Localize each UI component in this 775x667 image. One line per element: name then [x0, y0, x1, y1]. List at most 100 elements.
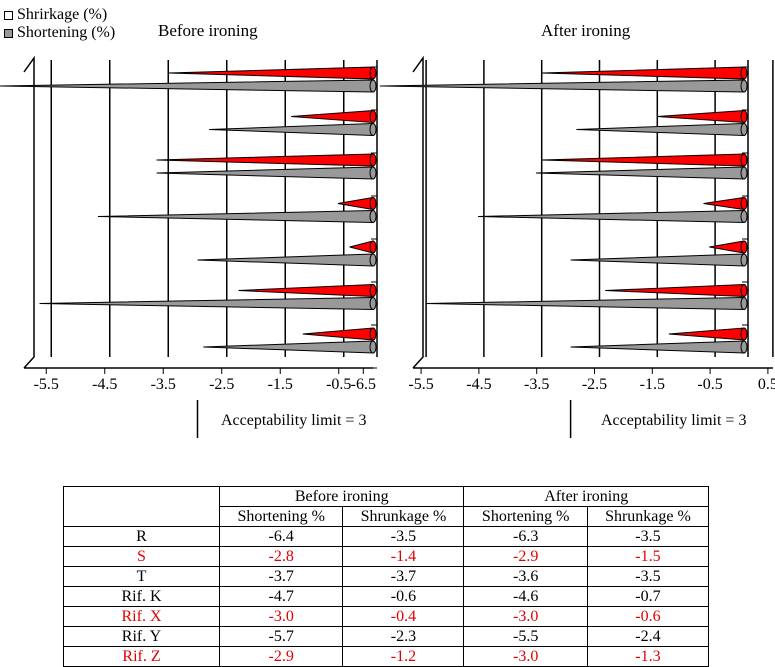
table-row-label: Rif. Z — [64, 647, 220, 667]
shrinkage-bar-after — [669, 328, 744, 340]
table-cell: -3.5 — [343, 527, 464, 547]
table-row-label: Rif. Y — [64, 627, 220, 647]
shortening-bar-cap-after — [741, 167, 747, 179]
shrinkage-bar-after — [657, 111, 744, 123]
table-cell: -2.4 — [587, 627, 708, 647]
shrinkage-bar-cap-after — [741, 241, 747, 253]
table-cell: -3.7 — [343, 567, 464, 587]
table-row: S-2.8-1.4-2.9-1.5 — [64, 547, 709, 567]
x-tick-label-after: -6.5 — [351, 376, 376, 393]
table-cell: -2.8 — [220, 547, 343, 567]
shortening-bar-before — [40, 298, 373, 310]
charts-canvas: -6.5-5.5-4.5-3.5-2.5-1.5-0.5-6.5-5.5-4.5… — [0, 0, 775, 480]
legend-label-shrinkage: Shrirkage (%) — [17, 6, 107, 24]
shrinkage-bar-cap-before — [370, 154, 376, 166]
table-group-before: Before ironing — [220, 487, 464, 507]
shrinkage-bar-after — [704, 198, 744, 210]
table-cell: -6.3 — [464, 527, 587, 547]
table-cell: -0.4 — [343, 607, 464, 627]
shrinkage-bar-after — [542, 67, 744, 79]
shortening-bar-cap-before — [370, 341, 376, 353]
shortening-bar-cap-before — [370, 167, 376, 179]
table-row: Rif. K-4.7-0.6-4.6-0.7 — [64, 587, 709, 607]
x-tick-label-after: -5.5 — [408, 376, 433, 393]
x-tick-label-after: -1.5 — [640, 376, 665, 393]
shortening-bar-before — [98, 211, 373, 223]
table-cell: -3.6 — [464, 567, 587, 587]
x-tick-label-after: 0.5 — [758, 376, 775, 393]
table-column-header: Shrunkage % — [587, 507, 708, 527]
shrinkage-bar-before — [303, 328, 373, 340]
shortening-bar-before — [157, 167, 373, 179]
table-cell: -2.9 — [464, 547, 587, 567]
shortening-bar-cap-after — [741, 341, 747, 353]
x-tick-label-before: -4.5 — [92, 376, 117, 393]
table-cell: -5.7 — [220, 627, 343, 647]
x-tick-label-after: -3.5 — [524, 376, 549, 393]
shrinkage-bar-before — [168, 67, 373, 79]
table-column-header: Shrunkage % — [343, 507, 464, 527]
table-group-after: After ironing — [464, 487, 709, 507]
table-cell: -0.6 — [343, 587, 464, 607]
table-row-label: S — [64, 547, 220, 567]
chart-title-before: Before ironing — [158, 21, 258, 41]
x-tick-label-after: -2.5 — [582, 376, 607, 393]
shrinkage-bar-cap-after — [741, 328, 747, 340]
table-cell: -3.7 — [220, 567, 343, 587]
table-cell: -2.3 — [343, 627, 464, 647]
shortening-bar-cap-after — [741, 298, 747, 310]
table-cell: -4.6 — [464, 587, 587, 607]
x-tick-label-after: -0.5 — [697, 376, 722, 393]
table-corner-cell — [64, 487, 220, 527]
table-cell: -5.5 — [464, 627, 587, 647]
table-row-label: T — [64, 567, 220, 587]
table-cell: -3.5 — [587, 567, 708, 587]
table-cell: -3.5 — [587, 527, 708, 547]
shortening-bar-cap-after — [741, 124, 747, 136]
table-row-label: Rif. X — [64, 607, 220, 627]
legend-label-shortening: Shortening (%) — [17, 24, 115, 42]
shrinkage-bar-cap-before — [370, 198, 376, 210]
table-cell: -3.0 — [464, 647, 587, 667]
table-cell: -4.7 — [220, 587, 343, 607]
table-row: Rif. X-3.0-0.4-3.0-0.6 — [64, 607, 709, 627]
limit-label-after: Acceptability limit = 3 — [601, 412, 746, 430]
shortening-bar-after — [478, 211, 744, 223]
shrinkage-bar-cap-after — [741, 198, 747, 210]
shrinkage-bar-cap-after — [741, 285, 747, 297]
legend: Shrirkage (%) Shortening (%) — [4, 6, 115, 42]
shrinkage-bar-cap-before — [370, 241, 376, 253]
table-row: T-3.7-3.7-3.6-3.5 — [64, 567, 709, 587]
table-cell: -3.0 — [464, 607, 587, 627]
table-row: Rif. Y-5.7-2.3-5.5-2.4 — [64, 627, 709, 647]
table-row-label: Rif. K — [64, 587, 220, 607]
table-row-label: R — [64, 527, 220, 547]
shortening-bar-cap-before — [370, 254, 376, 266]
table-group-header-row: Before ironing After ironing — [64, 487, 709, 507]
shortening-bar-cap-after — [741, 254, 747, 266]
chart-side-wall-before — [24, 58, 34, 368]
shrinkage-bar-cap-after — [741, 111, 747, 123]
shrinkage-bar-cap-before — [370, 111, 376, 123]
table-cell: -3.0 — [220, 607, 343, 627]
shortening-bar-after — [426, 298, 744, 310]
table-column-header: Shortening % — [464, 507, 587, 527]
shrinkage-bar-before — [157, 154, 373, 166]
legend-swatch-shrinkage — [4, 11, 13, 20]
chart-side-wall-after — [413, 58, 423, 368]
table-cell: -1.2 — [343, 647, 464, 667]
shortening-bar-before — [209, 124, 373, 136]
shrinkage-bar-cap-after — [741, 67, 747, 79]
shrinkage-bar-before — [350, 241, 373, 253]
shortening-bar-after — [380, 80, 744, 92]
table-cell: -0.6 — [587, 607, 708, 627]
shrinkage-bar-before — [291, 111, 373, 123]
table-cell: -6.4 — [220, 527, 343, 547]
data-table: Before ironing After ironing Shortening … — [63, 486, 709, 667]
shortening-bar-cap-before — [370, 124, 376, 136]
shortening-bar-cap-before — [370, 298, 376, 310]
legend-item-shortening: Shortening (%) — [4, 24, 115, 42]
shortening-bar-cap-before — [370, 80, 376, 92]
shrinkage-bar-after — [542, 154, 744, 166]
table-row: Rif. Z-2.9-1.2-3.0-1.3 — [64, 647, 709, 667]
